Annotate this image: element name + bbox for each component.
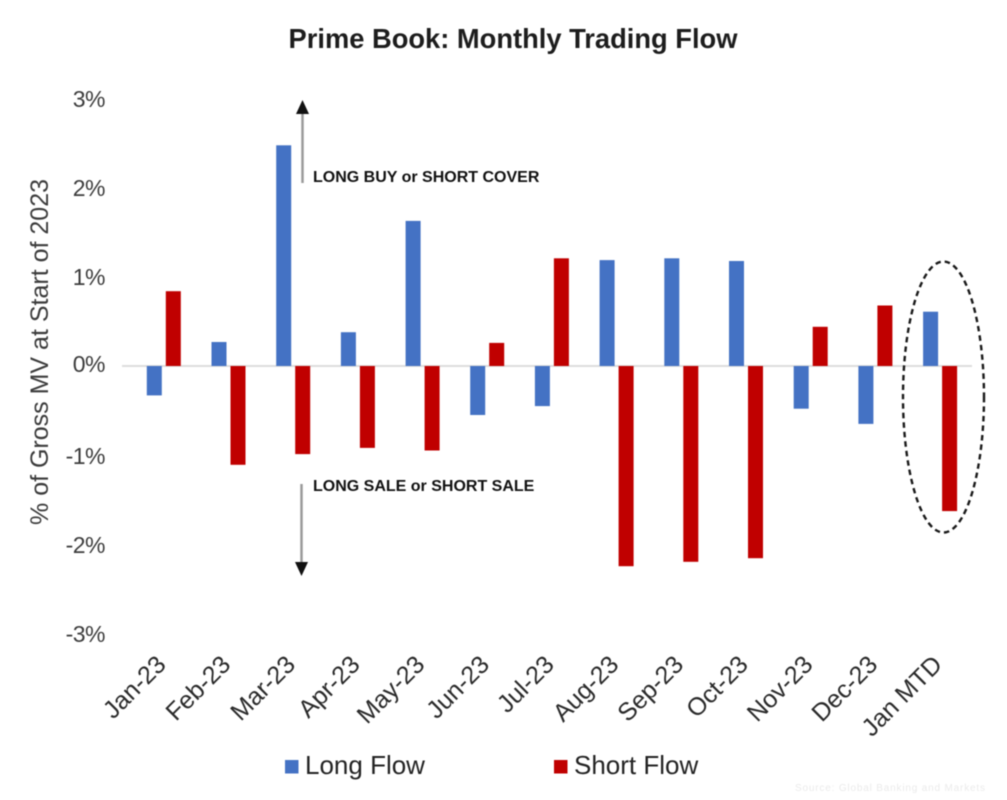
svg-text:0%: 0% bbox=[73, 351, 105, 377]
svg-text:Prime Book: Monthly Trading Fl: Prime Book: Monthly Trading Flow bbox=[289, 23, 739, 54]
svg-text:-2%: -2% bbox=[66, 532, 105, 558]
svg-text:-3%: -3% bbox=[66, 621, 105, 647]
svg-text:LONG BUY or SHORT COVER: LONG BUY or SHORT COVER bbox=[313, 169, 540, 186]
svg-text:3%: 3% bbox=[73, 86, 105, 112]
svg-text:-1%: -1% bbox=[66, 443, 105, 469]
svg-text:Short Flow: Short Flow bbox=[574, 750, 698, 780]
svg-text:LONG SALE or SHORT SALE: LONG SALE or SHORT SALE bbox=[313, 478, 535, 495]
svg-text:Long Flow: Long Flow bbox=[305, 750, 425, 780]
svg-text:1%: 1% bbox=[73, 264, 105, 290]
svg-text:% of Gross MV at Start of 2023: % of Gross MV at Start of 2023 bbox=[26, 179, 54, 525]
svg-text:Source: Global Banking and Mar: Source: Global Banking and Markets bbox=[795, 783, 985, 794]
svg-text:2%: 2% bbox=[73, 175, 105, 201]
